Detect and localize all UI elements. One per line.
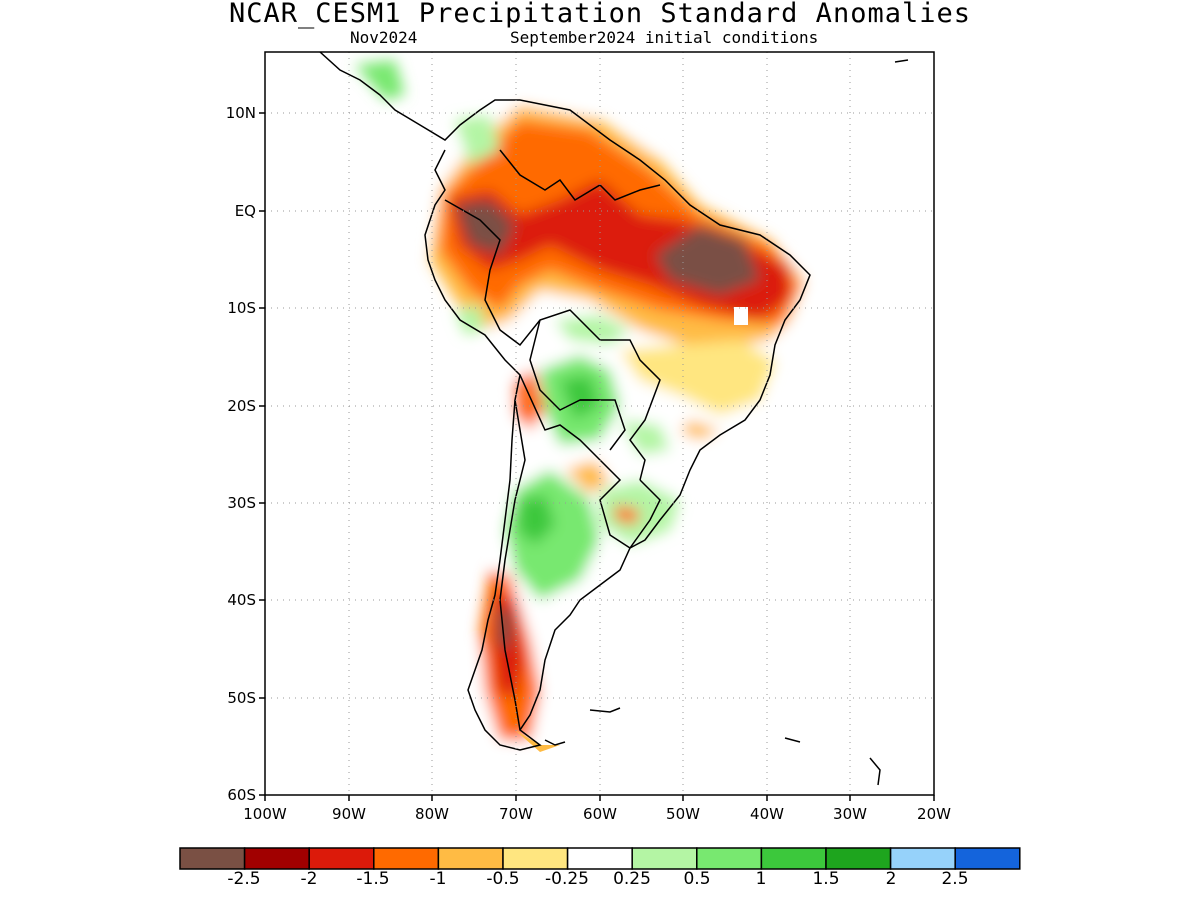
lon-label: 80W bbox=[415, 805, 449, 823]
lat-label: EQ bbox=[234, 202, 256, 220]
colorbar-swatch bbox=[825, 847, 892, 870]
colorbar-label: -2 bbox=[300, 869, 318, 889]
colorbar-label: -1.5 bbox=[356, 869, 390, 889]
lat-label: 60S bbox=[227, 786, 256, 804]
colorbar-label: 0.5 bbox=[683, 869, 711, 889]
colorbar-label: 0.25 bbox=[613, 869, 651, 889]
lat-label: 10N bbox=[225, 104, 256, 122]
colorbar-swatch bbox=[502, 847, 569, 870]
lon-label: 30W bbox=[833, 805, 867, 823]
colorbar-label: 1.5 bbox=[812, 869, 840, 889]
lat-label: 50S bbox=[227, 689, 256, 707]
colorbar-swatch bbox=[179, 847, 246, 870]
forecast-month: Nov2024 bbox=[350, 28, 418, 47]
map-title: NCAR_CESM1 Precipitation Standard Anomal… bbox=[229, 0, 971, 29]
lon-label: 60W bbox=[583, 805, 617, 823]
colorbar-swatch bbox=[566, 847, 633, 870]
initial-conditions: September2024 initial conditions bbox=[510, 28, 819, 47]
colorbar-label: -2.5 bbox=[227, 869, 261, 889]
colorbar-label: 1 bbox=[755, 869, 767, 889]
colorbar-label: 2.5 bbox=[941, 869, 969, 889]
lon-label: 90W bbox=[332, 805, 366, 823]
colorbar-swatch bbox=[954, 847, 1021, 870]
lat-label: 30S bbox=[227, 494, 256, 512]
lat-label: 20S bbox=[227, 397, 256, 415]
colorbar-swatch bbox=[889, 847, 956, 870]
lon-label: 20W bbox=[917, 805, 951, 823]
colorbar-label: -0.5 bbox=[486, 869, 520, 889]
lat-label: 10S bbox=[227, 299, 256, 317]
colorbar-swatch bbox=[308, 847, 375, 870]
lon-label: 70W bbox=[499, 805, 533, 823]
colorbar-swatch bbox=[243, 847, 310, 870]
lon-label: 40W bbox=[750, 805, 784, 823]
colorbar-swatch bbox=[631, 847, 698, 870]
colorbar-swatch bbox=[373, 847, 440, 870]
colorbar-swatch bbox=[696, 847, 763, 870]
colorbar-swatch bbox=[760, 847, 827, 870]
lat-label: 40S bbox=[227, 591, 256, 609]
colorbar-label: -0.25 bbox=[545, 869, 589, 889]
colorbar-swatch bbox=[437, 847, 504, 870]
lon-label: 50W bbox=[666, 805, 700, 823]
lon-label: 100W bbox=[243, 805, 287, 823]
colorbar-label: 2 bbox=[885, 869, 897, 889]
colorbar-label: -1 bbox=[429, 869, 447, 889]
